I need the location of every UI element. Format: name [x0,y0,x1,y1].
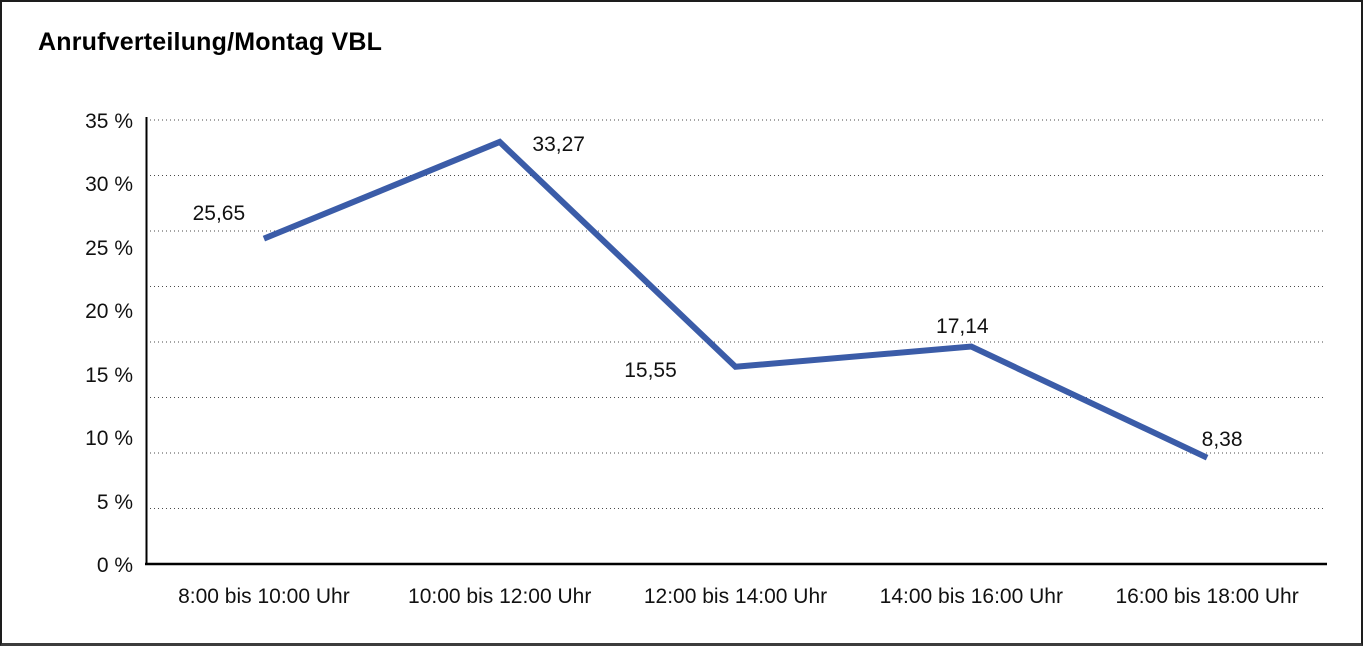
x-tick-label: 8:00 bis 10:00 Uhr [178,585,350,608]
y-tick-label: 25 % [85,236,133,260]
x-tick-label: 16:00 bis 18:00 Uhr [1115,585,1299,608]
chart-title: Anrufverteilung/Montag VBL [38,28,383,56]
x-tick-label: 14:00 bis 16:00 Uhr [879,585,1063,608]
y-tick-label: 0 % [96,554,133,577]
y-tick-label: 5 % [96,490,133,514]
data-point-label: 17,14 [936,314,989,338]
y-tick-label: 20 % [85,300,133,324]
data-point-label: 15,55 [624,358,677,382]
data-point-label: 33,27 [532,132,585,156]
y-tick-label: 35 % [85,110,133,133]
y-tick-label: 10 % [85,427,133,451]
x-tick-label: 12:00 bis 14:00 Uhr [643,585,828,608]
x-tick-label: 10:00 bis 12:00 Uhr [408,585,592,608]
y-tick-label: 15 % [85,363,133,387]
data-line [262,138,1209,461]
y-tick-label: 30 % [85,173,133,197]
data-point-label: 25,65 [192,201,246,225]
data-point-label: 8,38 [1201,427,1243,451]
